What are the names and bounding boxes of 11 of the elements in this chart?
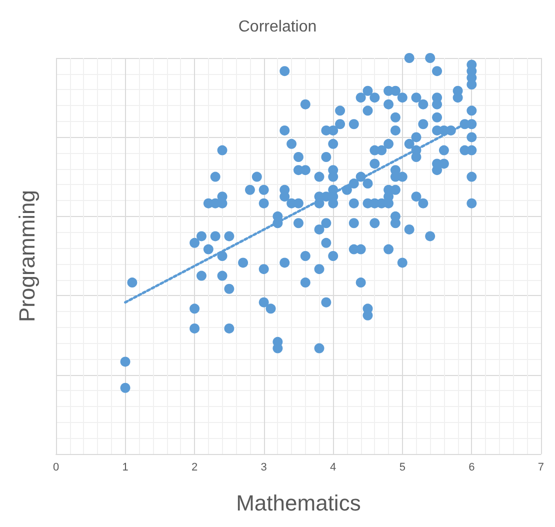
x-tick-label: 5 <box>399 462 406 474</box>
x-tick-label: 1 <box>122 462 128 474</box>
y-axis-title: Programming <box>14 190 40 322</box>
x-tick-label: 2 <box>191 462 198 474</box>
x-tick-label: 4 <box>330 462 336 474</box>
x-tick-label: 7 <box>538 462 544 474</box>
chart-title: Correlation <box>238 18 317 36</box>
x-tick-label: 3 <box>260 462 267 474</box>
x-tick-label: 0 <box>52 462 60 474</box>
x-axis-title: Mathematics <box>236 490 361 516</box>
x-tick-label: 6 <box>468 462 475 474</box>
